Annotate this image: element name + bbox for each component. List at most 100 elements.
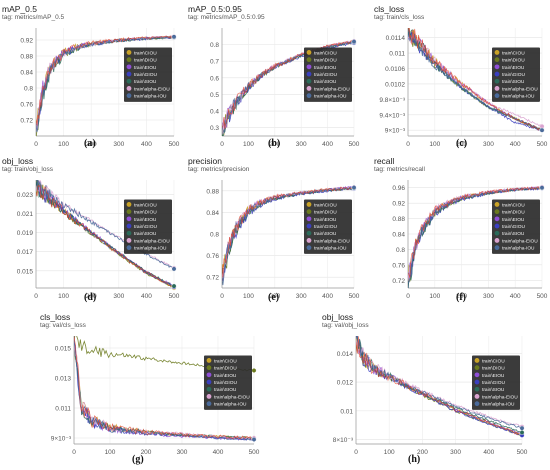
- y-tick-label: 0.017: [17, 249, 34, 256]
- legend-label: train\EIOU: [482, 373, 505, 379]
- panel-title: recall: [374, 156, 395, 166]
- legend-label: train\EIOU: [314, 217, 337, 223]
- panel-title: precision: [188, 156, 223, 166]
- legend-label: train\SIOU: [314, 79, 337, 85]
- chart-cls-loss-train: 9×10⁻³ 9.4×10⁻³ 9.8×10⁻³ 0.0102 0.0106 0.011 0…: [379, 28, 548, 148]
- panel-tag: tag: val/cls_loss: [40, 322, 86, 329]
- x-tick-label: 200: [269, 141, 280, 148]
- legend-label: train\CIOU: [482, 358, 505, 364]
- x-tick-label: 100: [243, 141, 254, 148]
- y-tick-label: 0.0106: [385, 66, 405, 73]
- y-tick-label: 0.7: [210, 59, 219, 66]
- x-tick-label: 0: [354, 449, 358, 456]
- chart-precision: 0.72 0.76 0.8 0.84 0.88 0 100 200 300 400 500 train…: [206, 180, 360, 300]
- legend-swatch: [306, 78, 312, 84]
- y-tick-label: 0.01: [340, 408, 353, 415]
- series-group: [74, 336, 254, 441]
- panel-tag: tag: metrics/precision: [188, 166, 250, 173]
- y-tick-label: 0.76: [392, 262, 405, 269]
- x-tick-label: 300: [113, 141, 124, 148]
- x-tick-label: 400: [322, 141, 333, 148]
- panel-d: obj_loss tag: train/obj_loss 0.015 0.017 0…: [2, 156, 180, 306]
- x-tick-label: 300: [177, 449, 188, 456]
- series-group: [356, 336, 522, 437]
- x-tick-label: 300: [113, 293, 124, 300]
- panel-title: obj_loss: [322, 312, 354, 322]
- y-tick-label: 9×10⁻³: [385, 128, 406, 135]
- y-tick-label: 0.4: [210, 109, 219, 116]
- legend-label: train\CIOU: [502, 50, 525, 56]
- series-group: [222, 185, 354, 286]
- y-tick-label: 0.012: [337, 380, 354, 387]
- legend-swatch: [126, 245, 132, 251]
- panel-title: mAP_0.5:0.95: [188, 4, 242, 14]
- legend-swatch: [126, 238, 132, 243]
- series-line-noise: [356, 336, 522, 436]
- panel-c: cls_loss tag: train/cls_loss 9×10⁻³ 9.4×1…: [374, 4, 548, 152]
- x-tick-label: 200: [456, 293, 467, 300]
- x-tick-label: 500: [249, 449, 260, 456]
- panel-title: cls_loss: [40, 312, 71, 322]
- y-tick-label: 0.3: [210, 125, 219, 132]
- legend-swatch: [306, 209, 312, 215]
- legend-box: [472, 355, 520, 410]
- legend-swatch: [494, 57, 500, 63]
- legend-label: train\alpha-EIOU: [502, 86, 538, 92]
- legend-swatch: [206, 365, 212, 371]
- legend-swatch: [306, 57, 312, 63]
- legend-label: train\alpha-IOU: [134, 246, 167, 252]
- chart-mAP-0.5: 0.72 0.76 0.8 0.84 0.88 0.92 0 100 200 300 400 500 t…: [20, 28, 180, 148]
- legend-label: train\GIOU: [314, 72, 337, 78]
- y-tick-label: 9.8×10⁻³: [379, 97, 405, 104]
- y-tick-label: 0.96: [392, 185, 405, 192]
- series-end-point: [171, 283, 177, 289]
- legend-swatch: [494, 245, 500, 251]
- y-tick-label: 0.015: [17, 268, 34, 275]
- x-tick-label: 100: [384, 449, 395, 456]
- legend-label: train\alpha-EIOU: [314, 86, 350, 92]
- legend-swatch: [494, 64, 500, 70]
- chart-cls-loss-val: 9×10⁻³ 0.011 0.013 0.015 0 100 200 300 400 500 tra…: [51, 336, 260, 456]
- legend-swatch: [126, 64, 132, 70]
- panel-tag: tag: metrics/mAP_0.5:0.95: [188, 14, 265, 21]
- legend-swatch: [306, 93, 312, 99]
- y-tick-label: 0.92: [20, 38, 33, 45]
- legend-swatch: [306, 216, 312, 222]
- legend-label: train\SIOU: [214, 387, 237, 393]
- legend-swatch: [206, 394, 212, 399]
- panel-tag: tag: metrics/mAP_0.5: [2, 14, 65, 21]
- x-tick-label: 400: [510, 141, 521, 148]
- series-end-point: [171, 34, 177, 40]
- y-tick-label: 9.4×10⁻³: [379, 112, 405, 119]
- y-tick-label: 0.8: [396, 247, 405, 254]
- legend: train\CIOU train\DIOUtrain\EIOUtrain\GIOU…: [124, 47, 172, 102]
- legend-label: train\alpha-IOU: [502, 94, 535, 100]
- legend: train\CIOU train\DIOUtrain\EIOUtrain\GIOU…: [492, 47, 540, 102]
- panel-label: (a): [84, 138, 96, 149]
- legend-label: train\alpha-IOU: [314, 246, 347, 252]
- legend: train\CIOU train\DIOUtrain\EIOUtrain\GIOU…: [304, 199, 352, 254]
- legend-swatch: [126, 57, 132, 63]
- y-tick-label: 0.84: [392, 232, 405, 239]
- panel-label: (e): [268, 292, 280, 303]
- y-tick-label: 0.88: [206, 188, 219, 195]
- legend-swatch: [474, 401, 480, 407]
- panel-label: (f): [456, 292, 466, 303]
- legend-label: train\alpha-IOU: [214, 402, 247, 408]
- legend-label: train\SIOU: [134, 79, 157, 85]
- legend-box: [124, 47, 172, 102]
- panel-label: (b): [268, 138, 281, 149]
- panel-h: obj_loss tag: val/obj_loss 8×10⁻³ 0.01 0.0…: [322, 312, 528, 468]
- legend-swatch: [474, 358, 480, 363]
- legend-box: [304, 47, 352, 102]
- series-group: [36, 35, 174, 136]
- series-end-point: [251, 437, 257, 442]
- legend-label: train\CIOU: [134, 50, 157, 56]
- panel-tag: tag: train/cls_loss: [374, 14, 425, 21]
- legend-swatch: [126, 50, 132, 55]
- x-tick-label: 0: [220, 141, 224, 148]
- legend-label: train\GIOU: [502, 72, 525, 78]
- legend-swatch: [494, 216, 500, 222]
- legend-swatch: [494, 230, 500, 236]
- legend-swatch: [306, 223, 312, 229]
